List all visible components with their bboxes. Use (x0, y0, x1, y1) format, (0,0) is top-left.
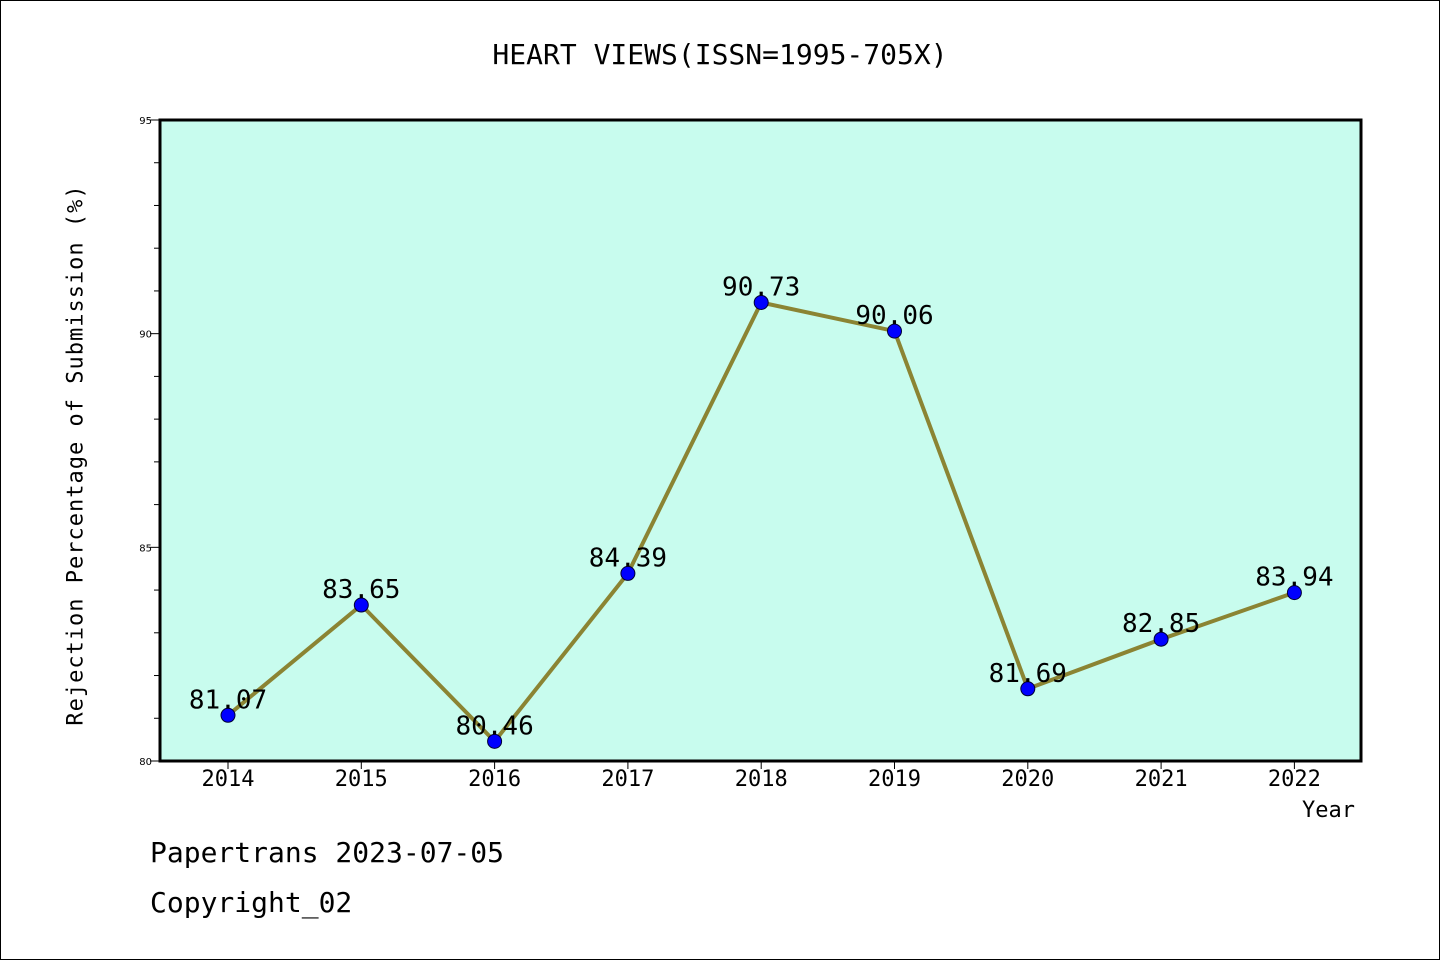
data-label: 84.39 (589, 543, 667, 573)
data-point (1286, 585, 1302, 601)
data-point (220, 707, 236, 723)
x-tick-label: 2022 (1268, 767, 1321, 792)
data-label: 90.06 (855, 301, 933, 331)
data-label: 80.46 (455, 711, 533, 741)
data-label: 81.07 (189, 685, 267, 715)
footer-copyright: Copyright_02 (150, 886, 353, 919)
data-point (887, 323, 902, 339)
y-tick-label: 90 (139, 330, 152, 341)
data-label: 90.73 (722, 272, 800, 302)
chart-title: HEART VIEWS(ISSN=1995-705X) (492, 38, 948, 71)
y-axis-label: Rejection Percentage of Submission (%) (63, 184, 89, 726)
x-tick-label: 2020 (1001, 767, 1054, 792)
footer-date: Papertrans 2023-07-05 (150, 836, 505, 869)
data-label: 83.65 (322, 575, 400, 605)
data-point (487, 733, 503, 749)
x-axis-label: Year (1302, 798, 1355, 823)
x-tick-label: 2017 (601, 767, 654, 792)
data-label: 81.69 (989, 659, 1067, 689)
data-point (1153, 631, 1169, 647)
plot-area (160, 120, 1361, 761)
data-point (753, 294, 769, 310)
plot-border (158, 118, 1363, 763)
y-tick-label: 85 (139, 543, 152, 554)
y-tick-label: 80 (139, 757, 152, 768)
data-point (1020, 681, 1036, 697)
data-point (353, 597, 369, 613)
x-tick-label: 2014 (202, 767, 255, 792)
y-tick-label: 95 (139, 116, 152, 127)
data-label: 82.85 (1122, 609, 1200, 639)
x-tick-label: 2016 (468, 767, 521, 792)
data-point (620, 565, 636, 581)
x-tick-label: 2018 (735, 767, 788, 792)
x-tick-label: 2015 (335, 767, 388, 792)
data-label: 83.94 (1255, 563, 1333, 593)
x-tick-label: 2019 (868, 767, 921, 792)
x-tick-label: 2021 (1135, 767, 1188, 792)
